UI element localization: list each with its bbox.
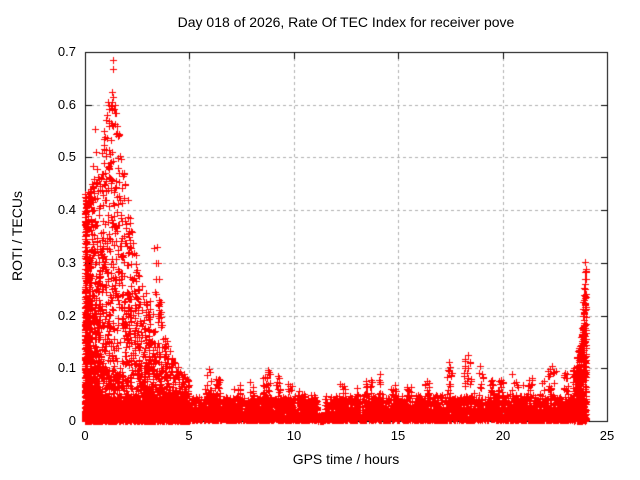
chart-title: Day 018 of 2026, Rate Of TEC Index for r… (177, 14, 515, 30)
x-tick-label: 15 (390, 428, 406, 443)
y-tick-label: 0.1 (57, 360, 76, 375)
y-tick-label: 0.7 (57, 44, 76, 59)
y-tick-label: 0.6 (57, 97, 76, 112)
x-tick-label: 5 (185, 428, 193, 443)
y-tick-label: 0.2 (57, 308, 76, 323)
y-axis-label: ROTI / TECUs (9, 191, 25, 281)
x-tick-label: 25 (599, 428, 615, 443)
y-tick-label: 0.5 (57, 149, 76, 164)
y-tick-label: 0.4 (57, 202, 76, 217)
y-tick-label: 0 (68, 413, 76, 428)
x-tick-label: 0 (81, 428, 89, 443)
x-tick-label: 20 (495, 428, 511, 443)
y-tick-label: 0.3 (57, 255, 76, 270)
x-tick-label: 10 (286, 428, 302, 443)
x-axis-label: GPS time / hours (292, 451, 400, 467)
